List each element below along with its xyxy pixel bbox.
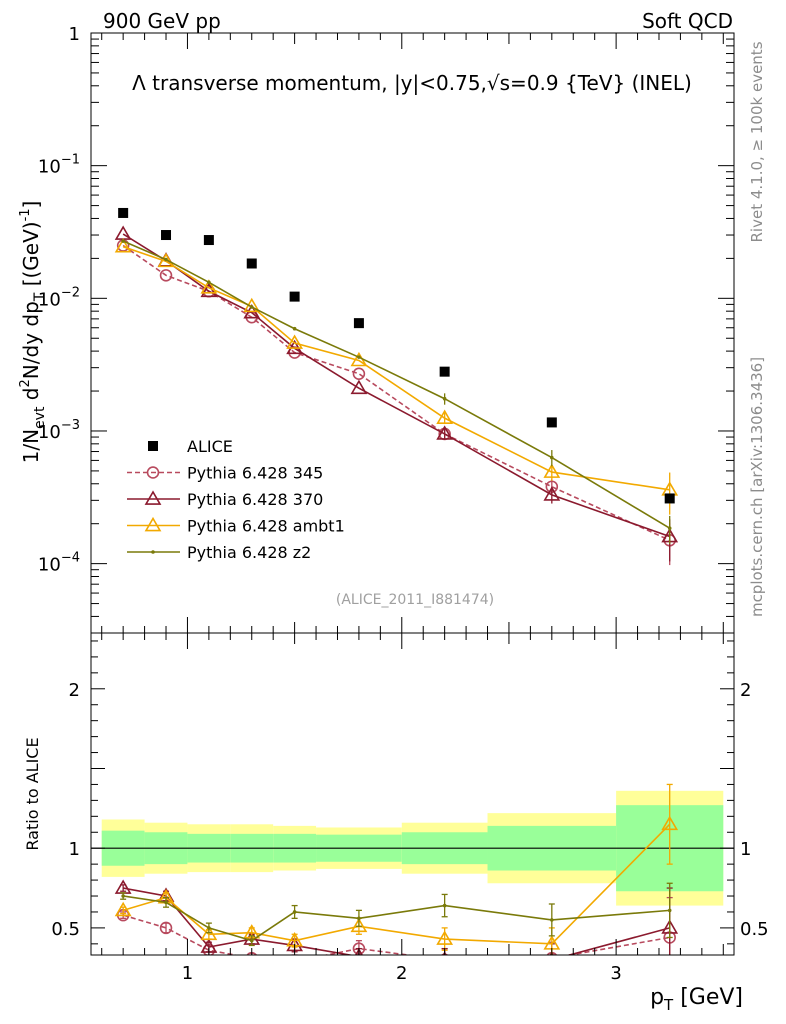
series-ratio-point-2-5 <box>350 917 368 933</box>
ratio-tick-label-right: 0.5 <box>740 919 769 940</box>
series-ratio-point-3-4 <box>292 910 297 914</box>
y-tick-label: 10−2 <box>38 285 80 310</box>
series-ratio-point-3-1 <box>164 900 168 905</box>
legend-label: Pythia 6.428 345 <box>187 464 323 483</box>
header-left: 900 GeV pp <box>103 9 221 33</box>
series-line-2 <box>122 245 670 491</box>
legend-marker <box>148 441 158 451</box>
series-line-3 <box>122 240 671 529</box>
series-point-3-1 <box>164 257 168 262</box>
ratio-tick-label: 1 <box>69 839 80 860</box>
series-ratio-point-3-3 <box>249 938 254 943</box>
series-point-0-5 <box>352 367 366 381</box>
data-point-4 <box>289 291 300 302</box>
legend-marker <box>146 466 160 479</box>
series-ratio-point-3-0 <box>121 894 125 898</box>
mcplots-label: mcplots.cern.ch [arXiv:1306.3436] <box>748 357 766 617</box>
ratio-tick-label: 0.5 <box>51 919 80 940</box>
ratio-y-label: Ratio to ALICE <box>23 737 42 850</box>
data-point-7 <box>546 417 557 428</box>
series-point-3-4 <box>292 326 297 331</box>
legend-marker <box>144 516 162 532</box>
series-point-3-6 <box>442 396 447 401</box>
series-ratio-point-3-5 <box>357 916 361 921</box>
legend-label: Pythia 6.428 370 <box>187 490 323 509</box>
legend-marker <box>151 550 155 554</box>
series-ratio-point-3-8 <box>667 908 672 913</box>
series-ratio-point-2-8 <box>661 815 679 831</box>
main-panel: 1 10−1 10−2 10−3 10−4 <box>38 24 735 634</box>
data-point-8 <box>664 493 675 504</box>
y-axis-label: 1/Nevt d2N/dy dpT [(GeV)-1] <box>18 201 48 464</box>
series-ratio-point-2-0 <box>114 901 132 917</box>
plot-title: Λ transverse momentum, |y|<0.75,√s=0.9 {… <box>132 71 692 95</box>
series-point-0-1 <box>159 269 173 282</box>
ratio-frame <box>90 632 735 956</box>
series-point-1-5 <box>350 379 368 395</box>
rivet-label: Rivet 4.1.0, ≥ 100k events <box>748 41 766 242</box>
legend-label: Pythia 6.428 z2 <box>187 543 311 562</box>
series-point-3-7 <box>550 455 554 460</box>
data-point-6 <box>439 366 450 377</box>
legend-label: ALICE <box>187 437 233 456</box>
series-ratio-point-3-6 <box>442 903 447 908</box>
series-ratio-line-0 <box>122 914 670 955</box>
data-point-5 <box>353 318 364 329</box>
header-right: Soft QCD <box>642 9 733 33</box>
series-ratio-point-0-4 <box>289 956 300 967</box>
data-point-1 <box>161 230 172 241</box>
y-tick-label: 1 <box>69 24 80 45</box>
ratio-tick-label: 2 <box>69 680 80 701</box>
legend-label: Pythia 6.428 ambt1 <box>187 517 345 536</box>
series-ratio-point-2-6 <box>436 930 454 945</box>
series-ratio-point-0-1 <box>159 921 173 935</box>
x-tick-label: 2 <box>396 963 407 984</box>
legend: ALICE Pythia 6.428 345 Pythia 6.428 370 Pyt… <box>127 437 345 562</box>
y-tick-label: 10−1 <box>38 153 80 178</box>
series-ratio-point-2-2 <box>200 925 218 941</box>
series-point-2-4 <box>286 334 304 349</box>
ratio-panel: 1 2 3 0.5 0.5 1 1 2 2 <box>51 632 769 984</box>
x-axis-label: pT [GeV] <box>650 985 743 1014</box>
ratio-tick-label-right: 2 <box>740 680 751 701</box>
ratio-tick-label-right: 1 <box>740 839 751 860</box>
legend-marker <box>144 490 162 505</box>
series-point-3-0 <box>121 239 125 243</box>
svg-text:1/Nevt d2N/dy dpT [(GeV)-1]: 1/Nevt d2N/dy dpT [(GeV)-1] <box>18 201 48 464</box>
series-point-3-3 <box>249 305 254 309</box>
series-ratio-point-3-2 <box>207 926 211 930</box>
series-point-3-5 <box>357 355 361 359</box>
series-ratio-point-3-7 <box>550 918 554 922</box>
series-ratio-point-0-6 <box>440 953 449 955</box>
series-point-1-6 <box>436 425 454 440</box>
series-point-1-2 <box>200 282 218 298</box>
watermark: (ALICE_2011_I881474) <box>336 592 494 608</box>
series-point-1-7 <box>543 486 561 501</box>
data-point-3 <box>246 258 257 269</box>
x-tick-label: 3 <box>610 963 621 984</box>
data-point-2 <box>203 235 214 246</box>
data-point-0 <box>118 207 129 218</box>
series-point-2-0 <box>114 238 132 253</box>
series-point-2-6 <box>436 409 454 424</box>
x-tick-label: 1 <box>182 963 193 984</box>
series-point-2-2 <box>200 279 218 294</box>
y-tick-label: 10−4 <box>38 551 80 576</box>
series-point-3-8 <box>667 526 672 530</box>
series-point-2-7 <box>543 463 561 478</box>
y-tick-label: 10−3 <box>38 418 80 443</box>
series-point-2-1 <box>157 252 175 268</box>
series-point-3-2 <box>207 280 211 285</box>
